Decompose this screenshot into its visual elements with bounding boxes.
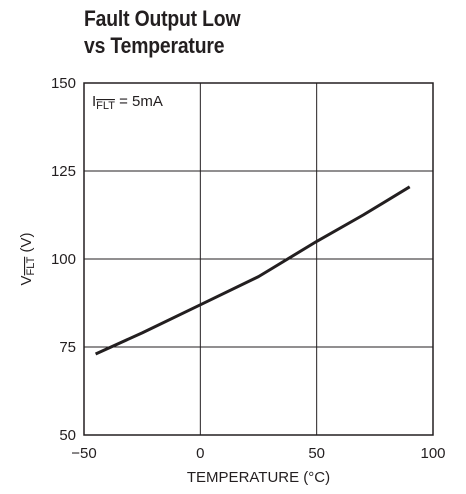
x-tick-label: 0 <box>196 445 204 462</box>
y-axis-label-subscript: FLT <box>25 256 37 275</box>
x-tick-label: −50 <box>71 445 96 462</box>
y-tick-label: 150 <box>51 75 76 92</box>
y-tick-labels: 50 75 100 125 150 <box>51 75 76 444</box>
x-tick-label: 50 <box>308 445 325 462</box>
series-line <box>94 185 411 356</box>
annotation-subscript: FLT <box>96 100 115 112</box>
x-tick-labels: −50 0 50 100 <box>71 445 445 462</box>
y-axis-label-suffix: (V) <box>18 233 35 257</box>
x-axis-label: TEMPERATURE (°C) <box>187 469 330 486</box>
annotation-main: I <box>92 93 96 110</box>
y-axis-label: VFLT (V) <box>18 233 37 286</box>
chart-title-line-1: Fault Output Low <box>84 6 241 31</box>
current-annotation: IFLT = 5mA <box>92 93 163 112</box>
y-tick-label: 75 <box>59 339 76 356</box>
y-axis-label-main: V <box>18 275 35 285</box>
annotation-suffix: = 5mA <box>115 93 163 110</box>
plot-frame <box>83 82 434 436</box>
series-layer <box>94 185 411 356</box>
chart-title: Fault Output Low vs Temperature <box>84 5 241 59</box>
y-tick-label: 100 <box>51 251 76 268</box>
y-tick-label: 50 <box>59 427 76 444</box>
x-tick-label: 100 <box>420 445 445 462</box>
grid-lines <box>84 83 433 435</box>
y-tick-label: 125 <box>51 163 76 180</box>
chart-title-line-2: vs Temperature <box>84 33 225 58</box>
